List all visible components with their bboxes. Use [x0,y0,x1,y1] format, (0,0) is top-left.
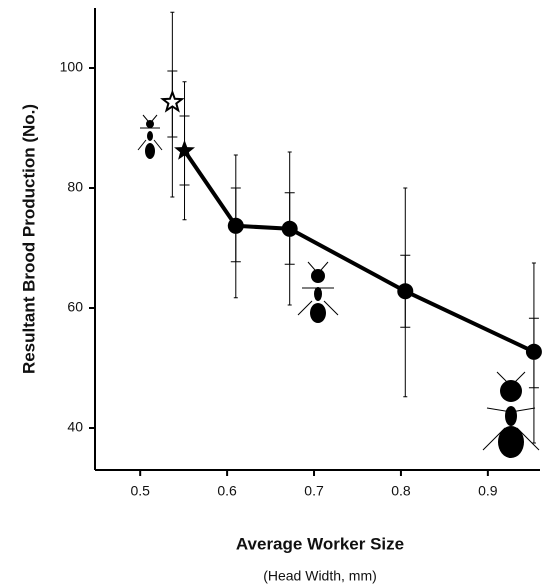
x-axis-sublabel: (Head Width, mm) [263,568,377,584]
x-tick-label: 0.8 [391,483,411,499]
data-line [182,149,535,354]
point [397,283,414,300]
x-tick-label: 0.9 [478,483,498,499]
point [174,139,195,160]
y-tick-label: 60 [67,299,83,315]
x-tick-label: 0.7 [304,483,324,499]
ant-large [482,371,540,458]
ant-small [137,114,163,159]
ant-medium [297,261,339,323]
point [227,217,244,234]
y-tick-label: 80 [67,179,83,195]
y-tick-label: 100 [60,59,84,75]
point [281,220,298,237]
x-tick-label: 0.6 [217,483,237,499]
x-tick-label: 0.5 [130,483,150,499]
x-axis-label: Average Worker Size [236,534,404,553]
point [160,89,185,113]
ant-icons [137,114,540,458]
point [525,343,542,360]
y-tick-label: 40 [67,419,83,435]
y-axis-label: Resultant Brood Production (No.) [19,104,38,374]
